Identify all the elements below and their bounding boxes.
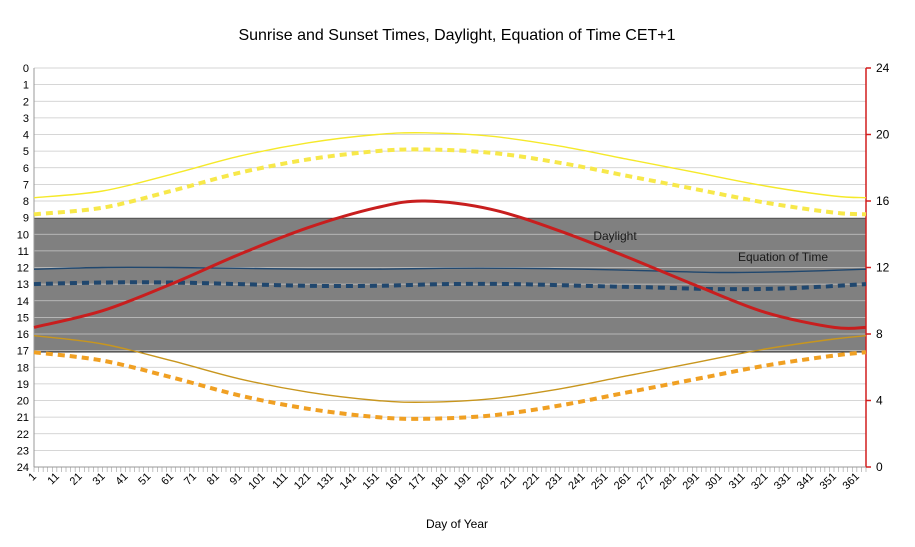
x-tick-label: 151 (361, 471, 382, 492)
y-left-tick-label: 20 (17, 396, 29, 408)
y-right-tick-label: 12 (876, 261, 890, 275)
y-left-tick-label: 8 (23, 196, 29, 208)
x-tick-label: 101 (246, 471, 267, 492)
x-tick-label: 211 (498, 471, 519, 492)
x-tick-label: 121 (292, 471, 313, 492)
x-tick-label: 321 (749, 471, 770, 492)
series-line-2 (33, 266, 867, 274)
y-left-tick-label: 11 (18, 246, 29, 258)
right-ticks: 0 4 8 12 16 20 24 (866, 61, 890, 474)
y-left-tick-label: 2 (23, 96, 29, 108)
x-tick-label: 301 (703, 471, 724, 492)
y-left-tick-label: 3 (23, 113, 29, 125)
x-tick-label: 31 (91, 471, 108, 488)
y-right-tick-label: 0 (876, 460, 883, 474)
x-tick-label: 61 (159, 471, 176, 488)
x-tick-label: 351 (818, 471, 839, 492)
x-tick-label: 251 (589, 471, 610, 492)
x-tick-label: 131 (315, 471, 336, 492)
y-left-tick-label: 7 (23, 179, 29, 191)
y-right-tick-label: 16 (876, 194, 890, 208)
y-left-tick-label: 0 (23, 63, 29, 75)
series-line-4 (33, 335, 867, 403)
x-tick-label: 161 (383, 471, 404, 492)
y-left-tick-label: 12 (17, 263, 29, 275)
x-tick-label: 21 (68, 471, 85, 488)
x-tick-label: 271 (635, 471, 656, 492)
x-tick-label: 81 (205, 471, 222, 488)
y-left-tick-label: 22 (17, 429, 29, 441)
x-tick-label: 241 (566, 471, 587, 492)
y-left-tick-label: 24 (17, 462, 29, 474)
x-tick-label: 171 (406, 471, 427, 492)
y-right-tick-label: 24 (876, 61, 890, 75)
x-axis-label: Day of Year (426, 517, 488, 531)
y-left-tick-label: 1 (23, 80, 29, 92)
y-left-tick-label: 4 (23, 130, 29, 142)
y-left-tick-label: 6 (23, 163, 29, 175)
y-left-tick-label: 23 (17, 445, 29, 457)
series-line-6 (33, 199, 867, 330)
x-tick-label: 141 (338, 471, 359, 492)
x-tick-label: 1 (26, 471, 39, 484)
x-tick-label: 191 (452, 471, 473, 492)
y-left-tick-label: 18 (17, 362, 29, 374)
x-tick-label: 221 (521, 471, 542, 492)
y-right-tick-label: 4 (876, 394, 883, 408)
x-tick-label: 91 (228, 471, 245, 488)
x-tick-label: 281 (658, 471, 679, 492)
series-line-0 (33, 132, 867, 199)
y-left-tick-label: 5 (23, 146, 29, 158)
x-tick-label: 201 (475, 471, 496, 492)
x-tick-label: 261 (612, 471, 633, 492)
y-left-tick-label: 17 (17, 346, 29, 358)
x-tick-label: 231 (543, 471, 564, 492)
y-left-tick-label: 15 (17, 312, 29, 324)
x-tick-label: 291 (681, 471, 702, 492)
y-left-tick-label: 14 (17, 296, 29, 308)
y-left-tick-label: 9 (23, 213, 29, 225)
x-tick-label: 331 (772, 471, 793, 492)
chart-title: Sunrise and Sunset Times, Daylight, Equa… (238, 27, 675, 44)
annotation-equation-of-time: Equation of Time (738, 250, 828, 264)
night-band (33, 217, 867, 353)
x-tick-label: 341 (795, 471, 816, 492)
x-tick-label: 111 (270, 471, 290, 491)
annotation-daylight: Daylight (593, 229, 637, 243)
x-tick-label: 41 (113, 471, 130, 488)
x-ticks: 1 11 21 31 41 51 61 71 81 91 101 111 121 131 141 151 161… (26, 471, 862, 492)
x-tick-label: 311 (727, 471, 748, 492)
x-tick-label: 181 (429, 471, 450, 492)
y-left-tick-label: 21 (17, 412, 29, 424)
x-tick-label: 361 (841, 471, 862, 492)
x-tick-label: 11 (45, 471, 62, 488)
series-lines (33, 132, 867, 421)
y-left-tick-label: 13 (17, 279, 29, 291)
x-tick-label: 51 (136, 471, 153, 488)
y-left-tick-label: 10 (17, 229, 29, 241)
x-tick-label: 71 (182, 471, 199, 488)
y-right-tick-label: 8 (876, 327, 883, 341)
y-left-tick-label: 19 (17, 379, 29, 391)
y-left-tick-label: 16 (17, 329, 29, 341)
series-line-5 (33, 350, 867, 421)
y-right-tick-label: 20 (876, 128, 890, 142)
